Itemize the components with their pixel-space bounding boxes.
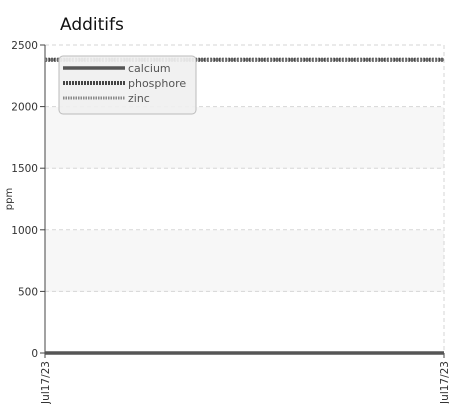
y-tick-label: 1500 xyxy=(11,163,38,175)
x-ticks: Jul17/23 Jul17/23 xyxy=(40,353,449,404)
y-ticks: 0 500 1000 1500 2000 2500 xyxy=(11,40,45,360)
y-tick-label: 500 xyxy=(18,286,38,298)
y-axis-label: ppm xyxy=(4,188,15,210)
x-tick-label: Jul17/23 xyxy=(40,361,52,404)
legend-label-calcium: calcium xyxy=(128,62,171,75)
plot-band xyxy=(45,107,444,169)
y-tick-label: 2500 xyxy=(11,40,38,52)
y-tick-label: 1000 xyxy=(11,225,38,237)
plot-band xyxy=(45,230,444,292)
chart-title: Additifs xyxy=(60,15,124,35)
legend: calcium phosphore zinc xyxy=(58,55,197,115)
x-tick-label: Jul17/23 xyxy=(439,361,449,404)
legend-label-phosphore: phosphore xyxy=(128,77,186,90)
legend-label-zinc: zinc xyxy=(128,92,150,105)
y-tick-label: 2000 xyxy=(11,102,38,114)
y-tick-label: 0 xyxy=(31,348,38,360)
